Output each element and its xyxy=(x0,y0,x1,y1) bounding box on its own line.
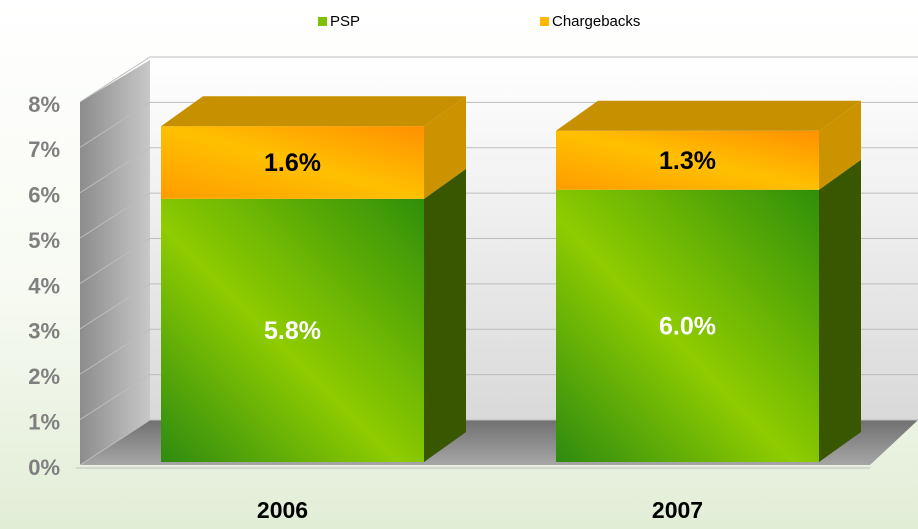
y-tick-label: 1% xyxy=(28,409,60,434)
y-tick-label: 3% xyxy=(28,319,60,344)
bar xyxy=(556,130,819,190)
bar-top xyxy=(556,100,861,131)
y-tick-label: 7% xyxy=(28,137,60,162)
legend-swatch xyxy=(318,17,327,26)
x-tick-label: 2006 xyxy=(257,497,308,523)
y-tick-label: 5% xyxy=(28,228,60,253)
bar xyxy=(161,126,424,199)
legend-label: PSP xyxy=(330,13,360,30)
legend-swatch xyxy=(540,17,549,26)
data-label: 5.8% xyxy=(264,317,321,345)
y-tick-label: 8% xyxy=(28,92,60,117)
bar-side xyxy=(819,100,861,190)
bar-side xyxy=(424,168,466,462)
bar xyxy=(161,198,424,462)
bar xyxy=(556,189,819,462)
y-tick-label: 0% xyxy=(28,455,60,480)
data-label: 6.0% xyxy=(659,312,716,340)
side-wall xyxy=(80,60,150,465)
y-tick-label: 6% xyxy=(28,183,60,208)
data-label: 1.6% xyxy=(264,149,321,177)
bar-top xyxy=(161,96,466,127)
y-tick-label: 4% xyxy=(28,273,60,298)
data-label: 1.3% xyxy=(659,147,716,175)
bar-side xyxy=(819,159,861,462)
x-tick-label: 2007 xyxy=(652,497,703,523)
bar-side xyxy=(424,96,466,199)
grid-line xyxy=(79,56,918,103)
legend-label: Chargebacks xyxy=(552,13,640,30)
y-tick-label: 2% xyxy=(28,364,60,389)
